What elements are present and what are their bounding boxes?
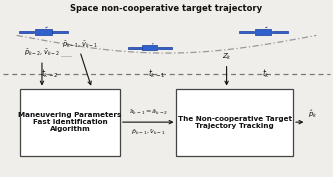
- Text: Space non-cooperative target trajectory: Space non-cooperative target trajectory: [71, 4, 262, 13]
- Bar: [52, 31, 68, 33]
- Text: $\bar{p}_{k-2},\bar{v}_{k-2}$: $\bar{p}_{k-2},\bar{v}_{k-2}$: [24, 48, 60, 58]
- Bar: [35, 29, 52, 35]
- Bar: [272, 31, 288, 33]
- Text: Maneuvering Parameters
Fast Identification
Algorithm: Maneuvering Parameters Fast Identificati…: [18, 112, 122, 132]
- Text: The Non-cooperative Target
Trajectory Tracking: The Non-cooperative Target Trajectory Tr…: [178, 116, 292, 129]
- Text: $t_k$: $t_k$: [262, 67, 270, 80]
- FancyBboxPatch shape: [176, 88, 293, 156]
- Text: $t_{k-1}$: $t_{k-1}$: [148, 67, 165, 80]
- Text: $Z_k$: $Z_k$: [222, 52, 231, 62]
- Bar: [128, 47, 142, 49]
- Text: $t_{k-2}$: $t_{k-2}$: [41, 67, 59, 80]
- Bar: [158, 47, 172, 49]
- Bar: [19, 31, 34, 33]
- Bar: [142, 45, 157, 50]
- Bar: [238, 31, 254, 33]
- Text: $\hat{p}_k$: $\hat{p}_k$: [308, 109, 318, 120]
- Text: ......: ......: [60, 53, 72, 58]
- Bar: [255, 29, 271, 35]
- FancyBboxPatch shape: [20, 88, 120, 156]
- Text: $\hat{p}_{k-1},\hat{v}_{k-1}$: $\hat{p}_{k-1},\hat{v}_{k-1}$: [131, 127, 166, 137]
- Text: $\hat{a}_{k-1}=\hat{a}_{k-2}$: $\hat{a}_{k-1}=\hat{a}_{k-2}$: [129, 107, 168, 117]
- Text: $\bar{p}_{k-1},\bar{v}_{k-1}$: $\bar{p}_{k-1},\bar{v}_{k-1}$: [62, 39, 98, 50]
